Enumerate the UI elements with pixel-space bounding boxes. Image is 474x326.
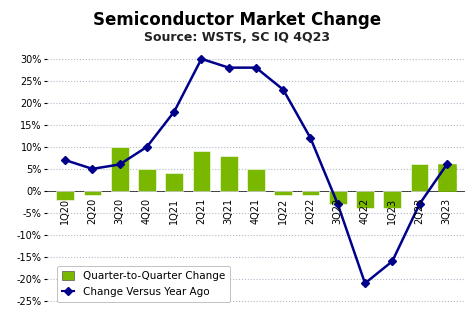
Text: 4Q21: 4Q21 — [251, 198, 261, 224]
Text: 2Q23: 2Q23 — [415, 198, 425, 224]
Text: 3Q23: 3Q23 — [442, 198, 452, 224]
Bar — [247, 169, 265, 191]
Bar — [138, 169, 156, 191]
Bar — [329, 191, 346, 204]
Text: 4Q22: 4Q22 — [360, 198, 370, 224]
Bar — [83, 191, 101, 195]
Text: 1Q22: 1Q22 — [278, 198, 288, 224]
Text: Semiconductor Market Change: Semiconductor Market Change — [93, 11, 381, 29]
Bar — [438, 164, 456, 191]
Bar — [56, 191, 74, 200]
Text: 2Q21: 2Q21 — [196, 198, 207, 224]
Legend: Quarter-to-Quarter Change, Change Versus Year Ago: Quarter-to-Quarter Change, Change Versus… — [57, 266, 230, 302]
Text: 1Q20: 1Q20 — [60, 198, 70, 224]
Bar — [220, 156, 237, 191]
Text: 1Q21: 1Q21 — [169, 198, 179, 224]
Text: 3Q21: 3Q21 — [224, 198, 234, 224]
Text: 2Q22: 2Q22 — [305, 198, 316, 224]
Text: 1Q23: 1Q23 — [387, 198, 397, 224]
Bar — [165, 173, 183, 191]
Text: 3Q22: 3Q22 — [333, 198, 343, 224]
Bar — [301, 191, 319, 195]
Text: 3Q20: 3Q20 — [115, 198, 125, 224]
Bar — [192, 151, 210, 191]
Bar — [410, 164, 428, 191]
Bar — [274, 191, 292, 195]
Text: 2Q20: 2Q20 — [87, 198, 97, 224]
Bar — [111, 147, 128, 191]
Bar — [356, 191, 374, 209]
Bar — [383, 191, 401, 209]
Text: 4Q20: 4Q20 — [142, 198, 152, 224]
Text: Source: WSTS, SC IQ 4Q23: Source: WSTS, SC IQ 4Q23 — [144, 31, 330, 44]
